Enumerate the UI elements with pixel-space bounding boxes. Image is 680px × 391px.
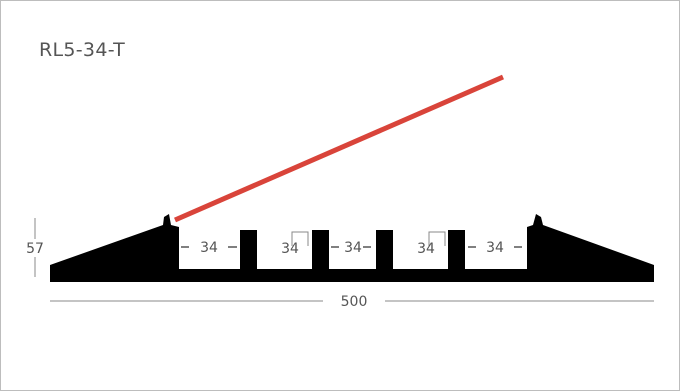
channel-3-width-label: 34 xyxy=(344,240,362,256)
channel-1-width-label: 34 xyxy=(200,240,218,256)
width-label: 500 xyxy=(341,294,368,310)
channel-4-bracket xyxy=(428,231,446,246)
channel-4-width-label: 34 xyxy=(417,241,435,257)
channel-2-bracket xyxy=(291,231,309,246)
height-label: 57 xyxy=(26,241,44,257)
channel-5-width-label: 34 xyxy=(486,240,504,256)
channel-2-width-label: 34 xyxy=(281,241,299,257)
model-title: RL5-34-T xyxy=(39,39,126,61)
protector-profile xyxy=(50,214,654,282)
open-lid-line xyxy=(174,74,504,223)
